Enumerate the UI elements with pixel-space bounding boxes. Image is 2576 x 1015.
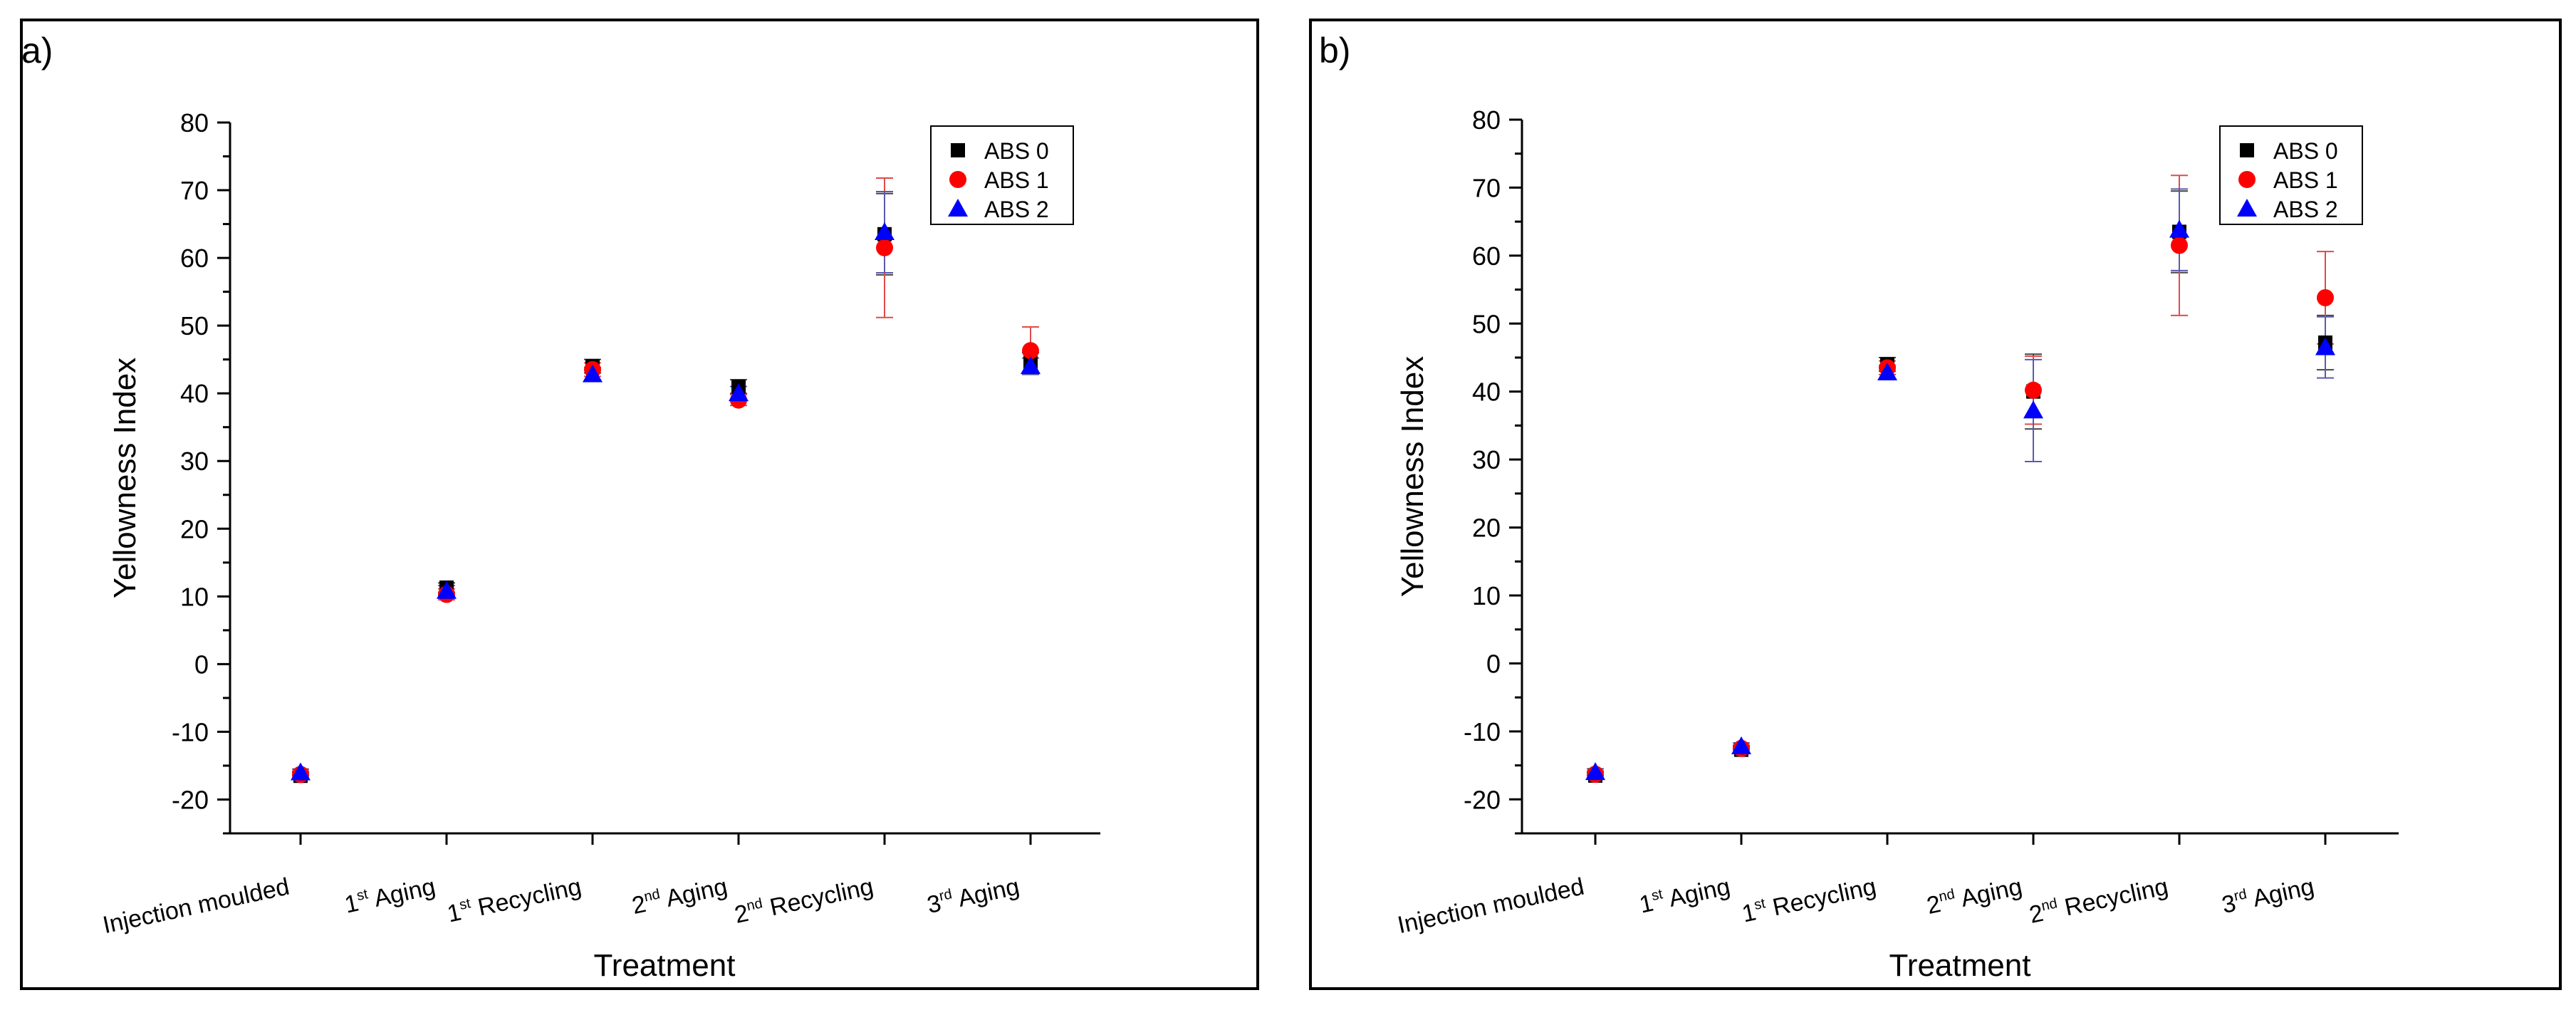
x-axis-title: Treatment: [594, 948, 736, 983]
data-point: [2317, 289, 2334, 307]
legend-marker: [951, 143, 965, 157]
x-tick-label: 2nd Aging: [1924, 873, 2025, 920]
data-point: [1731, 736, 1751, 754]
panel-label: a): [21, 31, 53, 71]
x-tick-label: 2nd Aging: [630, 873, 730, 920]
y-tick-label: -10: [1464, 717, 1501, 746]
data-point: [1021, 356, 1041, 375]
y-tick-label: 50: [180, 311, 209, 340]
series-abs-1: [1587, 175, 2334, 779]
x-tick-label: 3rd Aging: [2219, 873, 2316, 919]
markers-abs-0: [1588, 224, 2332, 783]
legend-marker: [2238, 171, 2256, 188]
data-point: [729, 383, 749, 402]
x-tick-label: 2nd Recycling: [732, 873, 876, 929]
y-axis-title: Yellowness Index: [1395, 356, 1430, 597]
data-point: [291, 762, 311, 781]
y-tick-label: 60: [180, 244, 209, 273]
chart-panel-a: a) -20 -10 0 10 20 30 40 50 60 70 80 Yellowness Inde…: [20, 19, 1259, 990]
markers-abs-2: [291, 222, 1041, 781]
data-point: [437, 581, 457, 599]
data-point: [875, 222, 895, 240]
data-point: [2025, 381, 2042, 399]
y-tick-label: -10: [172, 717, 209, 746]
markers-abs-1: [1587, 236, 2334, 783]
y-tick-label: -20: [172, 785, 209, 814]
legend-label: ABS 2: [2273, 197, 2338, 222]
data-point: [1877, 362, 1897, 380]
x-axis-title: Treatment: [1889, 948, 2031, 983]
data-point: [2171, 236, 2188, 254]
series-abs-0: [292, 192, 1039, 780]
legend-label: ABS 2: [984, 197, 1049, 222]
legend-marker: [2240, 143, 2254, 157]
legend: ABS 0 ABS 1 ABS 2: [930, 125, 1074, 225]
legend-label: ABS 1: [984, 167, 1049, 193]
y-tick-label: 30: [180, 447, 209, 476]
y-tick-label: 0: [1486, 649, 1501, 678]
x-tick-label: 1st Aging: [1637, 873, 1732, 919]
data-point: [1022, 342, 1039, 360]
data-point: [876, 239, 893, 256]
y-tick-label: 50: [1472, 309, 1501, 338]
x-tick-label: 1st Aging: [342, 873, 437, 919]
legend-label: ABS 0: [2273, 138, 2338, 164]
y-tick-label: 40: [180, 379, 209, 408]
series-abs-1: [292, 177, 1039, 779]
markers-abs-1: [292, 239, 1039, 784]
y-axis-title: Yellowness Index: [108, 358, 142, 598]
x-tick-label: 3rd Aging: [924, 873, 1021, 919]
data-point: [2023, 400, 2043, 419]
legend: ABS 0 ABS 1 ABS 2: [2219, 125, 2363, 225]
y-tick-label: 70: [180, 176, 209, 205]
legend-marker: [949, 171, 966, 188]
series-abs-2: [292, 190, 1039, 777]
series-abs-2: [1587, 188, 2334, 776]
y-tick-label: 80: [180, 108, 209, 137]
legend-marker: [2237, 199, 2257, 217]
panel-frame: [20, 19, 1259, 990]
y-tick-label: 10: [180, 582, 209, 611]
data-point: [2315, 337, 2335, 355]
panel-frame: [1309, 19, 2562, 990]
legend-marker: [948, 199, 968, 217]
y-tick-label: 30: [1472, 445, 1501, 474]
markers-abs-2: [1585, 219, 2335, 781]
y-tick-label: 20: [1472, 514, 1501, 543]
data-point: [1585, 762, 1605, 781]
y-tick-label: 70: [1472, 173, 1501, 202]
x-tick-label: 2nd Recycling: [2027, 873, 2171, 929]
y-tick-label: 0: [194, 650, 209, 679]
y-tick-label: 80: [1472, 105, 1501, 135]
markers-abs-0: [293, 227, 1038, 784]
chart-panel-b: b) -20 -10 0 10 20 30 40 50 60 70 80 Yellowness Inde…: [1309, 19, 2562, 990]
y-tick-label: 10: [1472, 581, 1501, 610]
legend-label: ABS 1: [2273, 167, 2338, 193]
panel-label: b): [1319, 31, 1350, 71]
x-tick-label: 1st Recycling: [1739, 873, 1878, 928]
data-point: [583, 364, 603, 382]
y-tick-label: 20: [180, 514, 209, 543]
y-tick-label: 40: [1472, 378, 1501, 407]
x-tick-label: Injection moulded: [100, 873, 292, 939]
x-tick-label: 1st Recycling: [444, 873, 583, 928]
series-abs-0: [1587, 190, 2334, 780]
y-tick-label: -20: [1464, 785, 1501, 814]
y-tick-label: 60: [1472, 241, 1501, 271]
x-tick-label: Injection moulded: [1395, 873, 1587, 939]
legend-label: ABS 0: [984, 138, 1049, 164]
data-point: [2169, 219, 2189, 238]
